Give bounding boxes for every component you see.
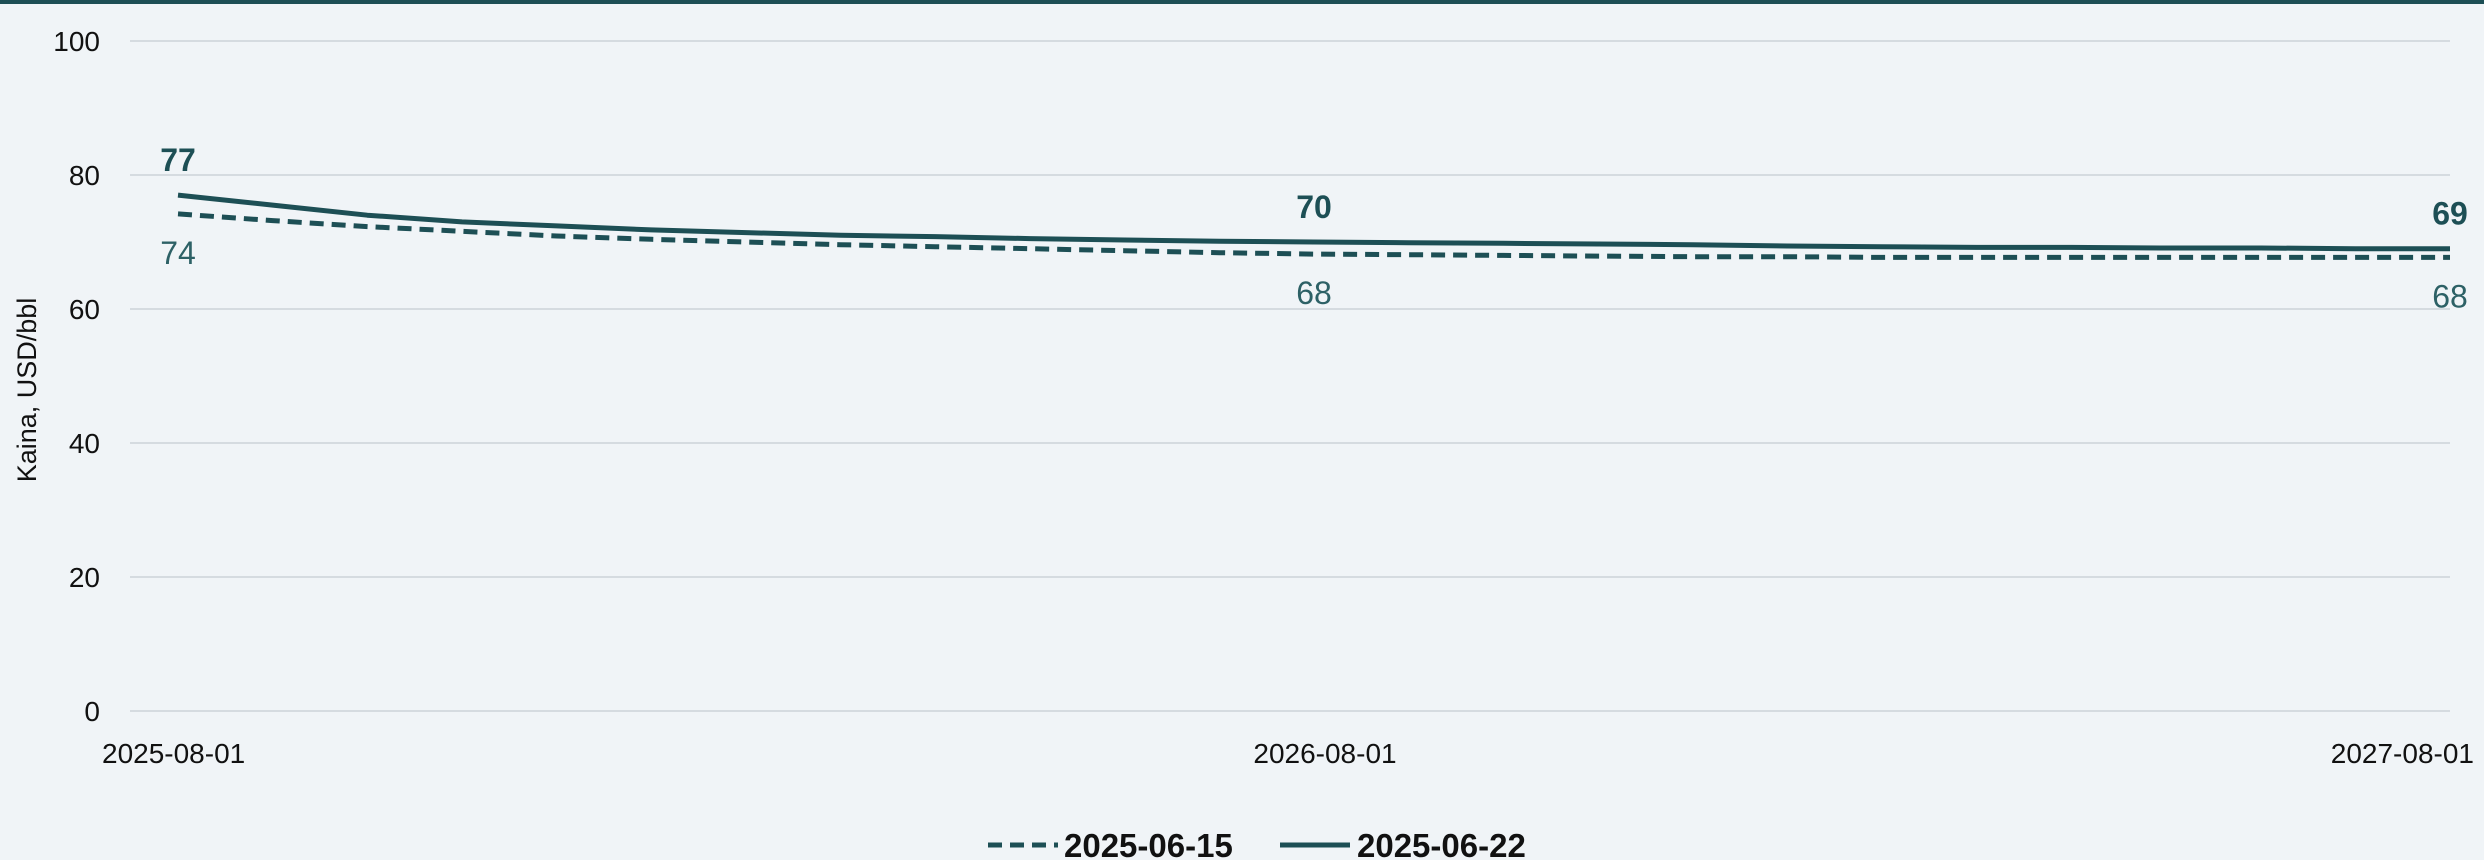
series-line-2025-06-22 [177, 192, 2450, 252]
gridlines [130, 40, 2450, 712]
series-lines [177, 192, 2450, 260]
legend-label: 2025-06-22 [1357, 827, 1526, 860]
y-tick-label: 40 [69, 428, 100, 459]
x-tick-label: 2027-08-01 [2331, 738, 2474, 769]
top-border [0, 0, 2484, 4]
y-axis-title: Kaina, USD/bbl [12, 298, 42, 483]
data-label: 74 [160, 235, 196, 271]
x-tick-label: 2025-08-01 [102, 738, 245, 769]
data-label: 68 [1296, 275, 1332, 311]
y-tick-label: 60 [69, 294, 100, 325]
y-tick-label: 0 [84, 696, 100, 727]
data-label: 77 [160, 142, 196, 178]
x-axis-tick-labels: 2025-08-01 2026-08-01 2027-08-01 [102, 738, 2474, 769]
legend: 2025-06-15 2025-06-22 [988, 827, 1526, 860]
data-label: 68 [2432, 278, 2468, 314]
y-tick-label: 100 [53, 26, 100, 57]
legend-label: 2025-06-15 [1064, 827, 1233, 860]
series-line-2025-06-15 [177, 211, 2450, 260]
data-label: 69 [2432, 196, 2468, 232]
data-labels: 74 68 68 77 70 69 [160, 142, 2468, 314]
data-label: 70 [1296, 189, 1332, 225]
y-axis-tick-labels: 0 20 40 60 80 100 [53, 26, 100, 727]
y-tick-label: 20 [69, 562, 100, 593]
x-tick-label: 2026-08-01 [1253, 738, 1396, 769]
y-tick-label: 80 [69, 160, 100, 191]
